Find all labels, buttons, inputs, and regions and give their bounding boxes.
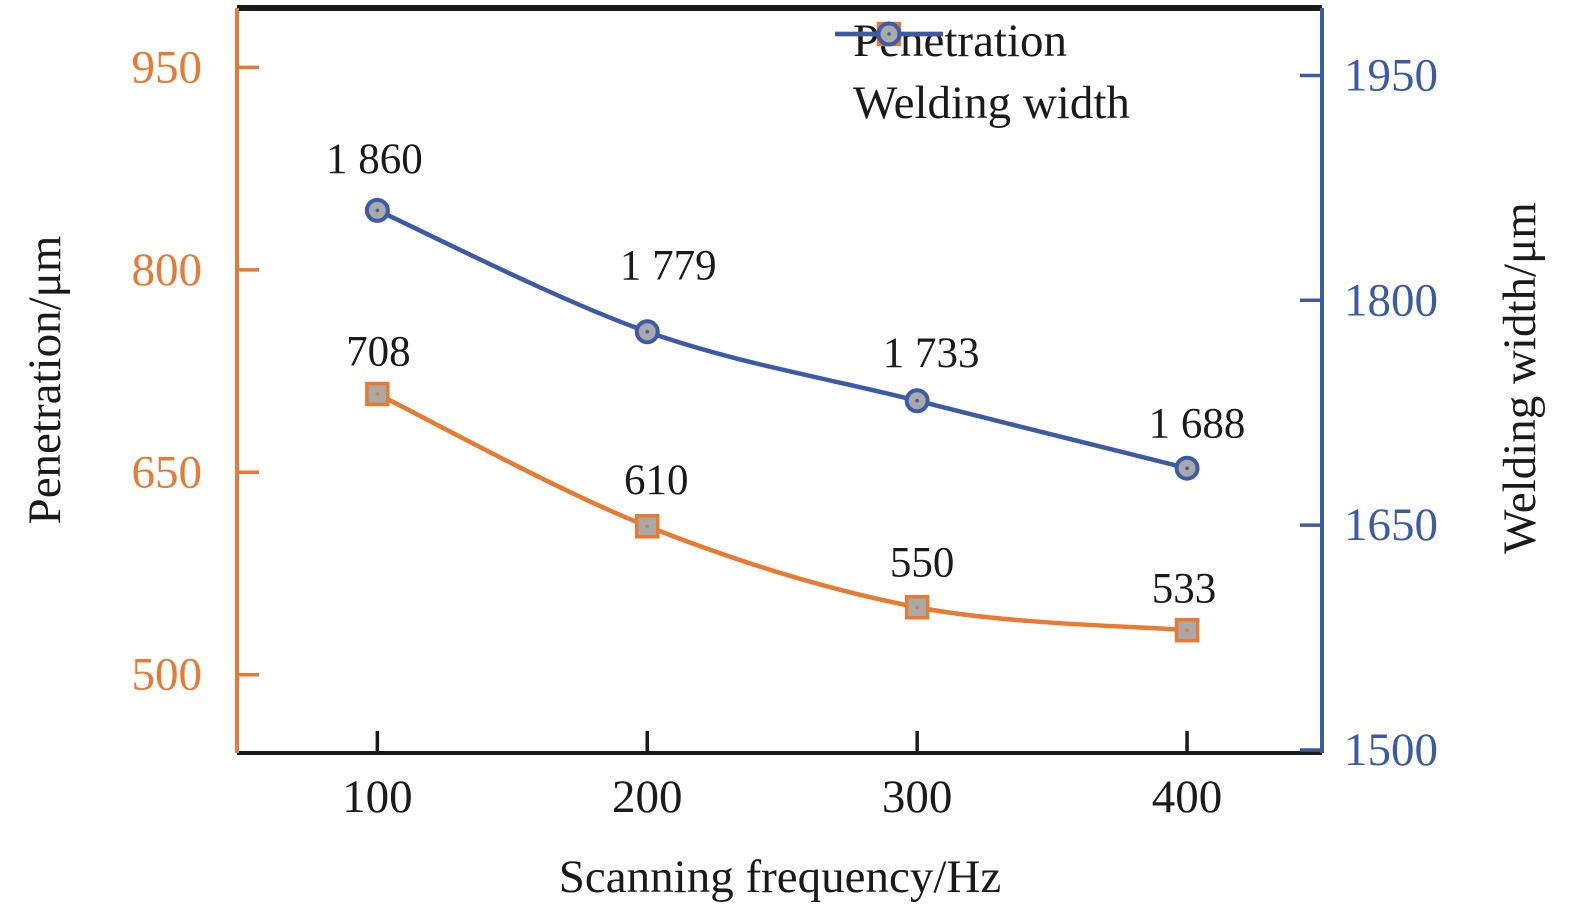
marker-center-dot bbox=[375, 392, 380, 396]
right-tick-label: 1500 bbox=[1344, 724, 1438, 776]
data-point-label: 1 860 bbox=[326, 136, 423, 183]
legend-label-welding-width: Welding width bbox=[853, 77, 1130, 129]
legend-marker-center-dot bbox=[887, 32, 891, 36]
left-axis-title: Penetration/μm bbox=[19, 235, 71, 525]
data-point-label: 1 733 bbox=[883, 330, 980, 377]
marker-center-dot bbox=[1185, 628, 1189, 632]
legend: Penetration Welding width bbox=[833, 10, 1130, 134]
data-point-label: 1 688 bbox=[1149, 401, 1246, 448]
welding-width-legend-marker-icon bbox=[835, 21, 943, 47]
data-point-label: 550 bbox=[890, 540, 955, 587]
left-tick-label: 950 bbox=[132, 41, 203, 93]
right-axis-title: Welding width/μm bbox=[1494, 202, 1546, 554]
data-point-label: 1 779 bbox=[620, 242, 717, 289]
data-point-label: 533 bbox=[1152, 566, 1217, 613]
left-tick-label: 650 bbox=[132, 446, 203, 498]
data-point-label: 610 bbox=[624, 457, 689, 504]
x-tick-label: 200 bbox=[612, 771, 683, 823]
penetration-line bbox=[376, 391, 1188, 633]
left-tick-label: 500 bbox=[132, 649, 203, 701]
welding-width-line bbox=[376, 208, 1188, 471]
x-tick-label: 400 bbox=[1152, 771, 1223, 823]
marker-center-dot bbox=[915, 605, 919, 610]
data-point-label: 708 bbox=[346, 328, 411, 375]
x-tick-label: 100 bbox=[342, 771, 413, 823]
x-axis-title: Scanning frequency/Hz bbox=[558, 851, 1002, 903]
x-tick-label: 300 bbox=[882, 771, 953, 823]
left-tick-label: 800 bbox=[132, 244, 203, 296]
right-tick-label: 1950 bbox=[1344, 49, 1438, 101]
marker-center-dot bbox=[915, 398, 919, 403]
marker-center-dot bbox=[645, 524, 650, 529]
marker-center-dot bbox=[1185, 466, 1189, 470]
legend-item-welding-width: Welding width bbox=[833, 21, 1130, 134]
marker-center-dot bbox=[645, 329, 650, 334]
right-tick-label: 1800 bbox=[1344, 274, 1438, 326]
marker-center-dot bbox=[375, 208, 380, 213]
right-tick-label: 1650 bbox=[1344, 499, 1438, 551]
